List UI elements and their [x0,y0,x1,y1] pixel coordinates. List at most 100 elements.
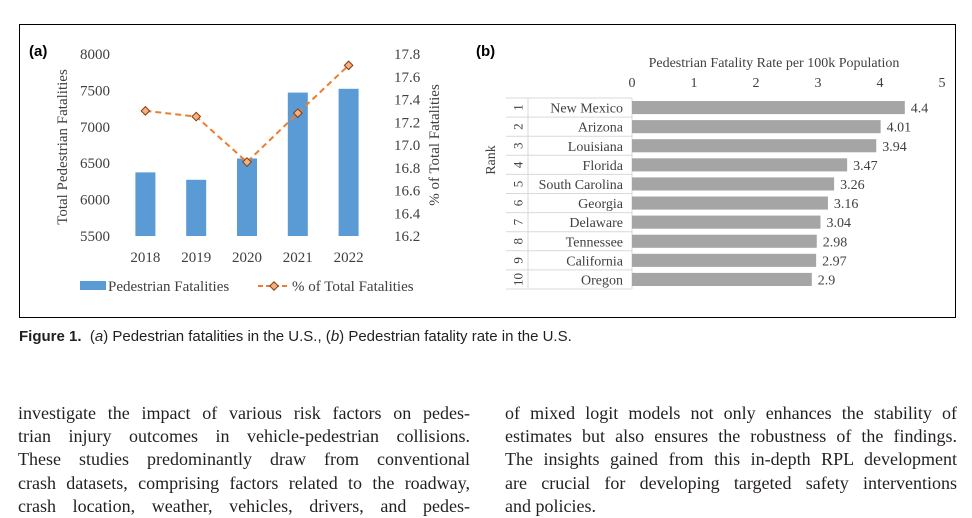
rank-label: 9 [511,257,526,264]
rank-label: 2 [511,123,526,129]
rate-value-label: 4.4 [911,102,929,117]
state-label: California [566,254,624,269]
y-tick-label: 6500 [80,156,110,172]
x-tick-label: 0 [629,76,636,91]
y-tick-label: 5500 [80,229,110,245]
rate-bar [632,272,812,286]
x-tick-label: 2019 [181,250,211,266]
y2-tick-label: 17.2 [394,115,420,131]
body-line: crash datasets, comprising factors relat… [18,472,470,493]
body-line: of mixed logit models not only enhances … [505,403,957,423]
caption-label: Figure 1. [19,328,82,345]
rank-label: 7 [511,218,526,225]
percent-marker [242,157,252,168]
fatalities-bar [338,88,359,236]
panel-a-label: (a) [29,43,47,60]
rate-bar [632,139,877,153]
caption-part-4: ) Pedestrian fatality rate in the U.S. [339,328,572,345]
body-text-right-column: of mixed logit models not only enhances … [505,402,957,518]
rate-bar [632,196,828,210]
body-line: crash location, weather, vehicles, drive… [18,495,470,516]
legend-swatch-bars [80,281,106,290]
y2-tick-label: 16.8 [394,161,420,177]
rate-bar [632,234,817,248]
state-label: South Carolina [539,178,624,193]
body-line: The insights gained from this in-depth R… [505,449,957,470]
body-line: estimates but also ensures the robustnes… [505,426,957,447]
body-line: These studies predominantly draw from co… [18,449,470,470]
state-label: Arizona [578,121,624,136]
fatalities-bar [237,158,257,236]
percent-line [145,64,350,164]
y-tick-label: 7000 [80,120,110,136]
y-tick-label: 8000 [80,47,110,63]
panel-b-label: (b) [476,43,495,60]
y2-tick-label: 16.6 [394,184,421,200]
rate-bar [632,158,848,172]
x-tick-label: 4 [877,76,884,91]
rate-value-label: 3.26 [840,178,865,193]
rate-value-label: 2.98 [823,235,848,250]
body-text-left-column: investigate the impact of various risk f… [18,402,470,518]
y2-tick-label: 17.8 [394,47,420,63]
rate-bar [632,215,821,229]
rate-value-label: 3.47 [853,159,878,174]
x-tick-label: 5 [939,76,946,91]
rate-value-label: 2.9 [818,273,836,288]
rank-label: 5 [511,181,526,188]
x-tick-label: 2021 [283,250,313,266]
body-line: investigate the impact of various risk f… [18,403,470,423]
fatalities-bar [287,92,308,236]
legend-label-percent: % of Total Fatalities [292,279,414,295]
state-label: Florida [583,159,624,174]
state-label: Oregon [581,273,623,288]
rank-axis-title: Rank [484,145,499,175]
rank-label: 4 [511,161,526,168]
fatalities-bar [135,172,156,236]
rank-label: 8 [511,238,526,245]
state-label: Louisiana [568,140,624,155]
y2-axis-title: % of Total Fatalities [427,84,443,206]
rate-value-label: 3.16 [834,197,859,212]
rate-bar [632,177,835,191]
percent-marker [343,60,354,71]
rate-bar [632,120,881,134]
percent-marker [191,111,202,122]
body-line: trian injury outcomes in vehicle-pedestr… [18,426,470,447]
caption-part-0: ( [89,328,95,345]
figure-frame [19,24,956,318]
x-tick-label: 2 [753,76,760,91]
chart-b-title: Pedestrian Fatality Rate per 100k Popula… [649,56,900,71]
caption-part-1: a [94,328,104,345]
rate-bar [632,253,817,267]
rate-value-label: 3.04 [826,216,851,231]
state-label: Delaware [569,216,623,231]
y-tick-label: 7500 [80,83,110,99]
y-axis-title: Total Pedestrian Fatalities [55,69,71,225]
rank-label: 1 [511,104,526,111]
x-tick-label: 1 [691,76,698,91]
rate-value-label: 2.97 [822,254,847,269]
x-tick-label: 2020 [232,250,262,266]
fatalities-bar [186,179,207,236]
percent-marker [140,105,151,116]
y2-tick-label: 17.4 [394,93,421,109]
rate-value-label: 3.94 [882,140,907,155]
state-label: Georgia [578,197,624,212]
x-tick-label: 3 [815,76,822,91]
y2-tick-label: 16.2 [394,229,420,245]
state-label: Tennessee [566,235,623,250]
x-tick-label: 2022 [334,250,364,266]
y-tick-label: 6000 [80,193,110,209]
caption-part-3: b [330,328,340,345]
x-tick-label: 2018 [130,250,160,266]
y2-tick-label: 17.0 [394,138,420,154]
legend-marker-percent [269,281,279,291]
rank-label: 10 [511,273,526,286]
rank-label: 3 [511,143,526,150]
percent-marker [292,108,303,119]
y2-tick-label: 17.6 [394,70,421,86]
body-line: are crucial for developing targeted safe… [505,472,957,493]
figure-charts: (a) 8000 7500 7000 6500 6000 5500 17.8 17.6 17.4 1… [29,43,946,295]
figure-caption: Figure 1. (a) Pedestrian fatalities in t… [19,328,572,345]
